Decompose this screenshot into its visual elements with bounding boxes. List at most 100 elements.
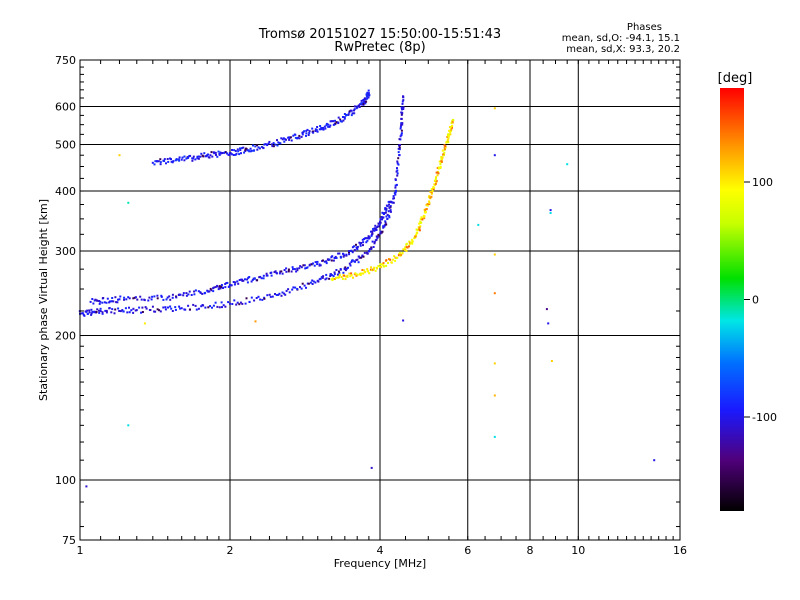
trace-point xyxy=(212,304,215,307)
trace-point xyxy=(379,223,381,226)
trace-point xyxy=(170,307,173,310)
trace-point xyxy=(448,130,451,133)
trace-point xyxy=(402,96,405,99)
y-tick-label: 75 xyxy=(62,534,76,547)
trace-point xyxy=(92,302,95,305)
trace-point xyxy=(170,158,172,161)
trace-point xyxy=(193,293,196,296)
trace-point xyxy=(332,120,335,123)
trace-point xyxy=(322,275,325,278)
y-tick-label: 600 xyxy=(55,101,76,114)
trace-point xyxy=(382,226,385,229)
trace-point xyxy=(197,307,200,310)
trace-point xyxy=(322,128,325,131)
trace-point xyxy=(325,273,328,276)
trace-point xyxy=(360,102,363,105)
trace-point xyxy=(384,211,387,214)
trace-point xyxy=(284,293,287,296)
trace-point xyxy=(422,215,425,218)
trace-point xyxy=(220,286,223,288)
colorbar-label: [deg] xyxy=(718,71,753,86)
trace-point xyxy=(431,190,434,192)
trace-point xyxy=(423,217,426,220)
trace-point xyxy=(302,264,305,267)
trace-point xyxy=(398,154,401,157)
trace-point xyxy=(434,179,437,182)
trace-point xyxy=(381,216,384,219)
trace-point xyxy=(287,270,290,273)
trace-point xyxy=(345,253,348,256)
trace-point xyxy=(253,277,256,280)
trace-point xyxy=(388,206,391,209)
trace-point xyxy=(253,149,256,152)
trace-point xyxy=(337,121,340,124)
trace-point xyxy=(117,298,119,301)
trace-point xyxy=(366,93,369,96)
trace-point xyxy=(396,167,398,170)
trace-point xyxy=(327,123,330,126)
trace-point xyxy=(192,157,195,160)
trace-point xyxy=(359,272,362,275)
trace-point xyxy=(183,155,186,158)
trace-point xyxy=(218,285,221,288)
trace-point xyxy=(185,294,188,297)
trace-point xyxy=(119,310,122,313)
trace-point xyxy=(363,238,366,240)
trace-point xyxy=(229,302,231,305)
trace-point xyxy=(360,103,363,106)
trace-point xyxy=(99,300,102,303)
trace-point xyxy=(266,294,269,297)
trace-point xyxy=(156,308,159,311)
trace-point xyxy=(367,89,370,92)
trace-point xyxy=(320,128,323,131)
scatter-point xyxy=(254,320,257,323)
trace-point xyxy=(376,237,379,239)
trace-point xyxy=(285,138,287,141)
trace-point xyxy=(357,261,360,264)
trace-point xyxy=(216,284,219,287)
trace-point xyxy=(336,273,339,276)
scatter-point xyxy=(127,424,130,427)
trace-point xyxy=(385,223,388,226)
scatter-point xyxy=(653,459,656,462)
trace-point xyxy=(296,137,299,140)
trace-point xyxy=(343,117,346,120)
axes: 1 2 4 6 8 10 16 75 100 200 300 400 500 600 750 xyxy=(55,54,687,557)
trace-point xyxy=(394,193,397,196)
trace-point xyxy=(366,91,369,94)
trace-point xyxy=(260,277,263,280)
trace-point xyxy=(331,279,334,281)
trace-point xyxy=(160,294,163,297)
trace-point xyxy=(390,261,393,264)
y-tick-label: 500 xyxy=(55,139,76,152)
trace-point xyxy=(359,244,362,247)
trace-point xyxy=(424,208,427,211)
trace-point xyxy=(295,270,298,273)
trace-point xyxy=(163,158,166,161)
trace-point xyxy=(434,182,437,185)
trace-point xyxy=(223,151,226,154)
trace-point xyxy=(400,132,403,135)
trace-point xyxy=(99,307,102,310)
trace-point xyxy=(285,289,288,292)
trace-point xyxy=(373,266,376,269)
trace-point xyxy=(361,269,364,271)
trace-point xyxy=(165,162,167,165)
trace-point xyxy=(401,100,404,103)
x-tick-label: 4 xyxy=(377,544,384,557)
trace-point xyxy=(311,283,314,285)
trace-point xyxy=(98,311,101,314)
trace-point xyxy=(357,255,360,258)
trace-point xyxy=(383,224,386,227)
trace-point xyxy=(394,191,397,194)
colorbar-tick-label: 100 xyxy=(752,176,773,189)
x-tick-label: 16 xyxy=(673,544,687,557)
trace-point xyxy=(311,279,314,282)
trace-point xyxy=(408,243,411,246)
trace-point xyxy=(179,307,182,310)
trace-point xyxy=(203,152,206,155)
trace-point xyxy=(303,264,306,267)
trace-point xyxy=(360,256,363,259)
trace-point xyxy=(387,210,390,213)
trace-point xyxy=(359,243,362,246)
